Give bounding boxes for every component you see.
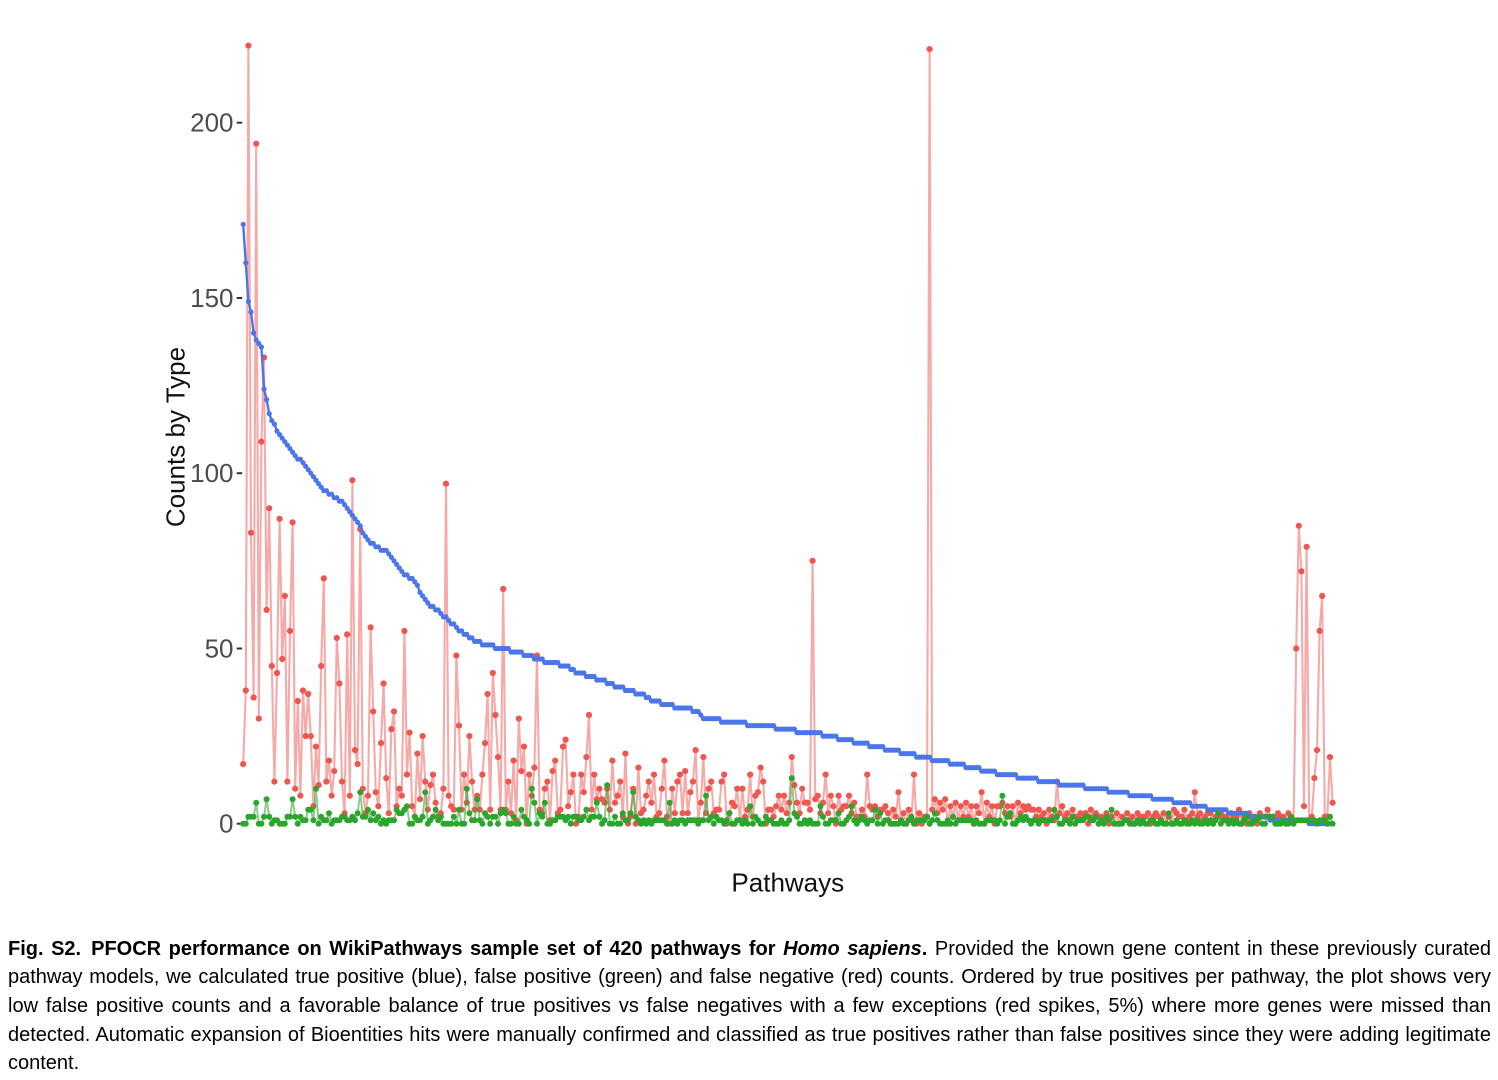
svg-text:0: 0 bbox=[219, 809, 233, 839]
svg-text:50: 50 bbox=[205, 634, 234, 664]
svg-text:Pathways: Pathways bbox=[731, 868, 844, 898]
svg-text:200: 200 bbox=[190, 108, 233, 138]
svg-text:150: 150 bbox=[190, 283, 233, 313]
svg-text:100: 100 bbox=[190, 458, 233, 488]
svg-text:Counts by Type: Counts by Type bbox=[161, 347, 191, 527]
